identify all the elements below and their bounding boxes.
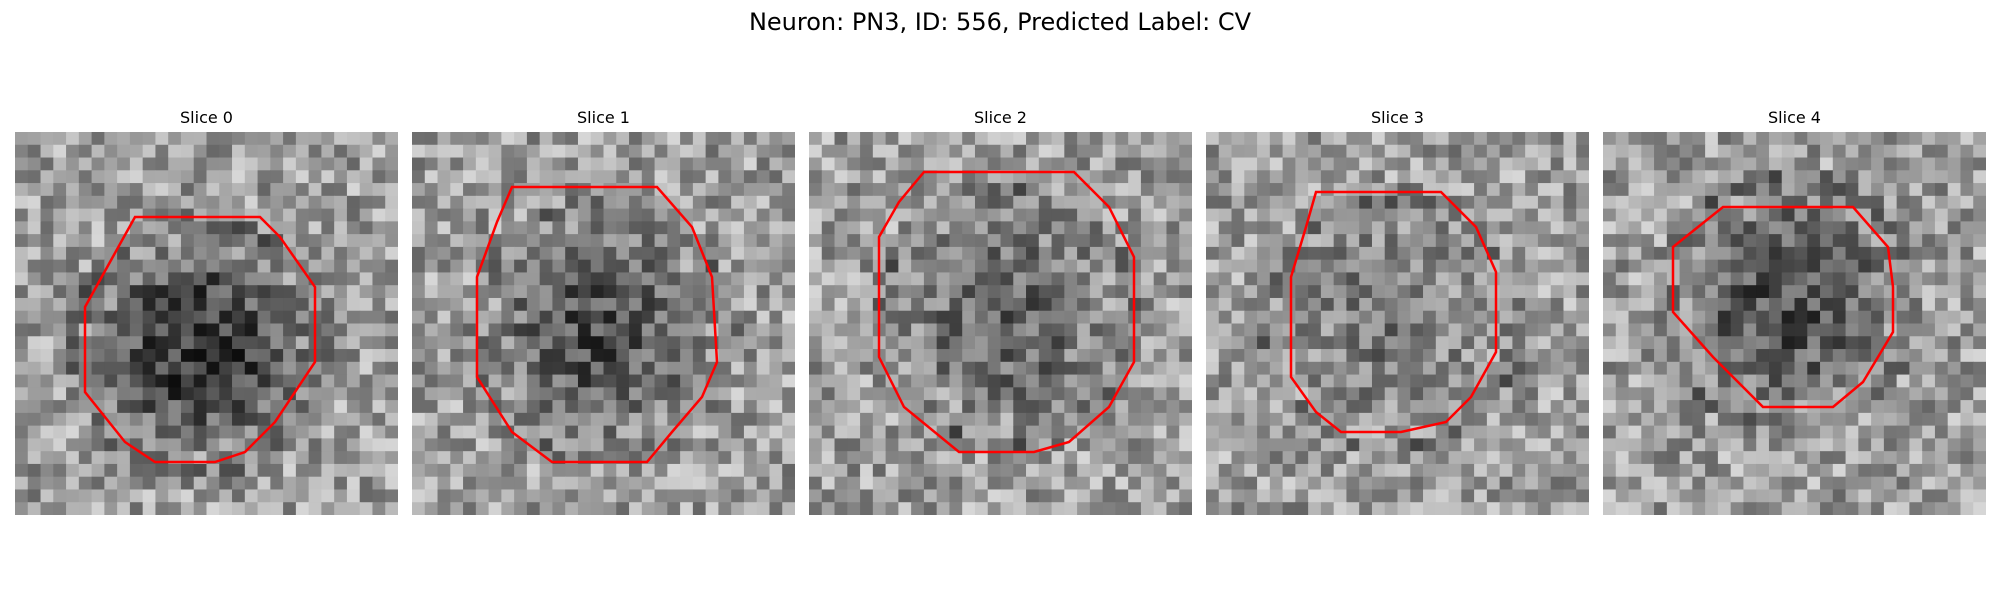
slice-title: Slice 0 [180, 108, 233, 127]
slice-panel: Slice 3 [1206, 104, 1589, 515]
slice-image [809, 132, 1192, 515]
slice-panel: Slice 0 [15, 104, 398, 515]
roi-contour [83, 215, 317, 464]
slice-panel: Slice 4 [1603, 104, 1986, 515]
slice-image [1206, 132, 1589, 515]
figure-title: Neuron: PN3, ID: 556, Predicted Label: C… [748, 8, 1252, 36]
roi-contour [475, 185, 719, 464]
roi-contour [877, 170, 1136, 454]
slice-panel: Slice 1 [412, 104, 795, 515]
noise-tiles [1206, 132, 1589, 515]
slice-image [15, 132, 398, 515]
roi-contour [1671, 205, 1895, 409]
noise-tiles [412, 132, 795, 515]
roi-contour [1289, 190, 1498, 434]
noise-tiles [15, 132, 398, 515]
slice-title: Slice 3 [1371, 108, 1424, 127]
slice-title: Slice 2 [974, 108, 1027, 127]
slice-title: Slice 1 [577, 108, 630, 127]
noise-tiles [809, 132, 1192, 515]
slice-panel: Slice 2 [809, 104, 1192, 515]
slice-image [412, 132, 795, 515]
slice-title: Slice 4 [1768, 108, 1821, 127]
noise-tiles [1603, 132, 1986, 515]
slice-image [1603, 132, 1986, 515]
